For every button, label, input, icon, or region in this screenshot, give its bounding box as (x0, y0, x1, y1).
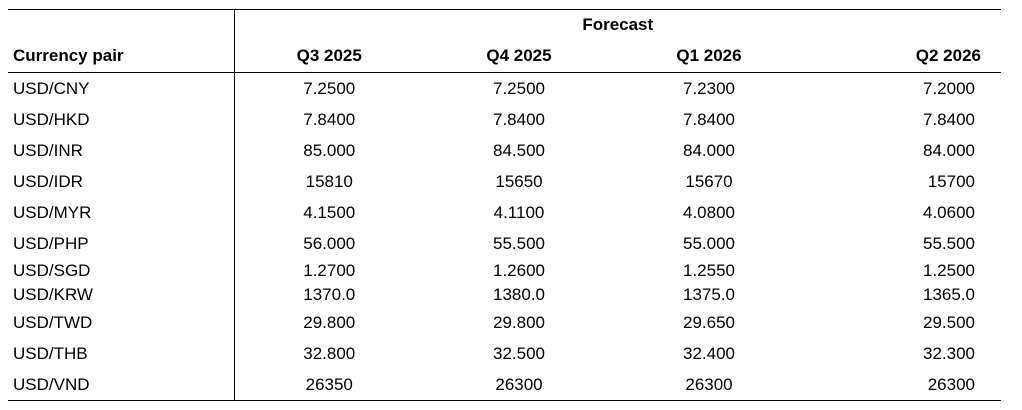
forecast-value-cell: 1.2700 (303, 261, 356, 280)
forecast-value-cell: 84.000 (923, 140, 975, 160)
forecast-value-cell: 7.2000 (923, 78, 975, 98)
table-row: USD/PHP 56.000 55.500 55.000 55.500 (8, 228, 1001, 259)
forecast-value-cell: 7.2500 (493, 78, 545, 98)
table-row: USD/HKD 7.8400 7.8400 7.8400 7.8400 (8, 104, 1001, 135)
forecast-value-cell: 32.300 (923, 343, 975, 363)
table-row: USD/INR 85.000 84.500 84.000 84.000 (8, 135, 1001, 166)
table-row: USD/MYR 4.1500 4.1100 4.0800 4.0600 (8, 197, 1001, 228)
currency-pair-cell: USD/HKD (8, 104, 235, 135)
forecast-value-cell: 32.500 (493, 343, 545, 363)
quarter-header: Q3 2025 (234, 40, 424, 73)
forecast-value-cell: 4.1100 (493, 202, 545, 222)
forecast-header-row: Forecast (8, 9, 1001, 40)
table-row: USD/KRW 1370.0 1380.0 1375.0 1365.0 (8, 283, 1001, 307)
quarter-header: Q2 2026 (804, 40, 1001, 73)
currency-pair-cell: USD/MYR (8, 197, 235, 228)
forecast-value-cell: 7.8400 (923, 109, 975, 129)
forecast-value-cell: 1370.0 (303, 285, 356, 304)
currency-pair-cell: USD/VND (8, 369, 235, 401)
currency-pair-header: Currency pair (8, 40, 235, 73)
forecast-value-cell: 7.2500 (303, 78, 356, 98)
table-row: USD/CNY 7.2500 7.2500 7.2300 7.2000 (8, 72, 1001, 104)
currency-pair-cell: USD/KRW (8, 283, 235, 307)
forecast-value-cell: 56.000 (303, 233, 356, 253)
table-row: USD/IDR 15810 15650 15670 15700 (8, 166, 1001, 197)
forecast-value-cell: 55.500 (493, 233, 545, 253)
forecast-value-cell: 15650 (495, 171, 543, 191)
forecast-value-cell: 4.0600 (923, 202, 975, 222)
forecast-value-cell: 55.500 (923, 233, 975, 253)
forecast-value-cell: 26300 (614, 369, 804, 401)
forecast-value-cell: 1.2500 (923, 261, 975, 280)
forecast-value-cell: 15670 (685, 171, 733, 191)
forecast-value-cell: 29.800 (493, 312, 545, 332)
forecast-value-cell: 32.800 (303, 343, 356, 363)
forecast-value-cell: 29.800 (303, 312, 356, 332)
forecast-value-cell: 85.000 (303, 140, 356, 160)
forecast-value-cell: 55.000 (683, 233, 735, 253)
forecast-value-cell: 26300 (804, 369, 1001, 401)
currency-pair-cell: USD/CNY (8, 72, 235, 104)
table-body: USD/CNY 7.2500 7.2500 7.2300 7.2000 USD/HKD 7.… (8, 72, 1001, 401)
forecast-value-cell: 4.0800 (683, 202, 735, 222)
forecast-table-container: Forecast Currency pair Q3 2025 Q4 2025 Q… (8, 9, 1001, 401)
quarter-header: Q4 2025 (424, 40, 614, 73)
forecast-value-cell: 29.650 (683, 312, 735, 332)
forecast-value-cell: 15810 (305, 171, 353, 191)
forecast-value-cell: 4.1500 (303, 202, 356, 222)
forecast-value-cell: 7.8400 (303, 109, 356, 129)
currency-pair-cell: USD/PHP (8, 228, 235, 259)
forecast-value-cell: 1375.0 (683, 285, 735, 304)
table-row: USD/TWD 29.800 29.800 29.650 29.500 (8, 307, 1001, 338)
forecast-value-cell: 7.8400 (493, 109, 545, 129)
forecast-value-cell: 26350 (234, 369, 424, 401)
column-header-row: Currency pair Q3 2025 Q4 2025 Q1 2026 Q2… (8, 40, 1001, 73)
forecast-value-cell: 15700 (927, 171, 975, 191)
currency-pair-cell: USD/SGD (8, 259, 235, 283)
currency-pair-cell: USD/INR (8, 135, 235, 166)
currency-pair-cell: USD/THB (8, 338, 235, 369)
forecast-value-cell: 29.500 (923, 312, 975, 332)
currency-pair-cell: USD/IDR (8, 166, 235, 197)
forecast-value-cell: 1380.0 (493, 285, 545, 304)
forecast-value-cell: 7.8400 (683, 109, 735, 129)
forecast-value-cell: 1.2600 (493, 261, 545, 280)
forecast-value-cell: 1365.0 (923, 285, 975, 304)
forecast-value-cell: 84.500 (493, 140, 545, 160)
empty-header-cell (8, 9, 235, 40)
forecast-value-cell: 84.000 (683, 140, 735, 160)
forecast-value-cell: 26300 (424, 369, 614, 401)
forecast-value-cell: 7.2300 (683, 78, 735, 98)
table-row: USD/VND 26350 26300 26300 26300 (8, 369, 1001, 401)
forecast-value-cell: 32.400 (683, 343, 735, 363)
currency-forecast-table: Forecast Currency pair Q3 2025 Q4 2025 Q… (8, 9, 1001, 401)
forecast-value-cell: 1.2550 (683, 261, 735, 280)
currency-pair-cell: USD/TWD (8, 307, 235, 338)
table-row: USD/SGD 1.2700 1.2600 1.2550 1.2500 (8, 259, 1001, 283)
forecast-label: Forecast (234, 9, 1001, 40)
table-row: USD/THB 32.800 32.500 32.400 32.300 (8, 338, 1001, 369)
quarter-header: Q1 2026 (614, 40, 804, 73)
